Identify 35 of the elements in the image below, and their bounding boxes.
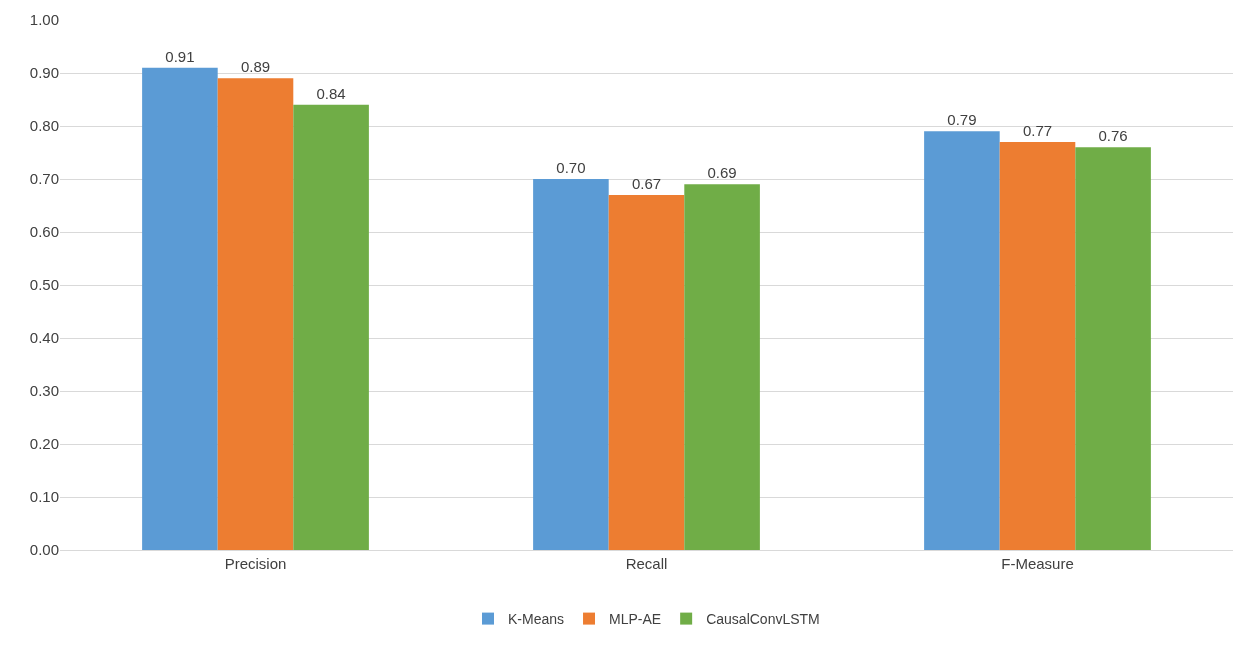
y-tick-label: 0.70 xyxy=(29,170,59,188)
bar xyxy=(142,67,218,550)
data-label: 0.67 xyxy=(631,174,662,192)
data-label: 0.76 xyxy=(1098,127,1128,145)
data-label: 0.84 xyxy=(316,84,346,102)
y-tick-label: 0.00 xyxy=(29,541,59,559)
bar xyxy=(608,194,685,550)
y-tick-label: 0.60 xyxy=(29,223,59,241)
y-tick-label: 0.90 xyxy=(29,64,59,82)
y-tick-label: 0.80 xyxy=(29,117,59,135)
legend-label: MLP-AE xyxy=(609,611,662,628)
x-tick-label: F-Measure xyxy=(1001,555,1074,572)
y-tick-label: 0.40 xyxy=(29,329,59,347)
y-tick-label: 1.00 xyxy=(29,11,59,29)
data-label: 0.77 xyxy=(1022,121,1053,139)
legend-label: CausalConvLSTM xyxy=(706,611,820,628)
bar xyxy=(684,184,760,550)
data-label: 0.89 xyxy=(240,58,271,76)
bar xyxy=(293,104,369,550)
x-tick-label: Recall xyxy=(625,555,668,572)
x-tick-label: Precision xyxy=(224,555,287,572)
bar xyxy=(924,131,1000,550)
y-tick-label: 0.30 xyxy=(29,382,59,400)
bar xyxy=(533,179,609,550)
bar xyxy=(217,78,294,550)
data-label: 0.91 xyxy=(165,47,195,65)
y-tick-label: 0.10 xyxy=(29,488,59,506)
data-label: 0.70 xyxy=(556,159,586,176)
data-label: 0.79 xyxy=(947,111,977,129)
y-tick-label: 0.50 xyxy=(29,276,59,294)
y-tick-label: 0.20 xyxy=(29,435,59,453)
legend-label: K-Means xyxy=(508,611,565,628)
data-label: 0.69 xyxy=(707,164,737,182)
bar xyxy=(999,141,1076,550)
bar xyxy=(1075,147,1151,550)
